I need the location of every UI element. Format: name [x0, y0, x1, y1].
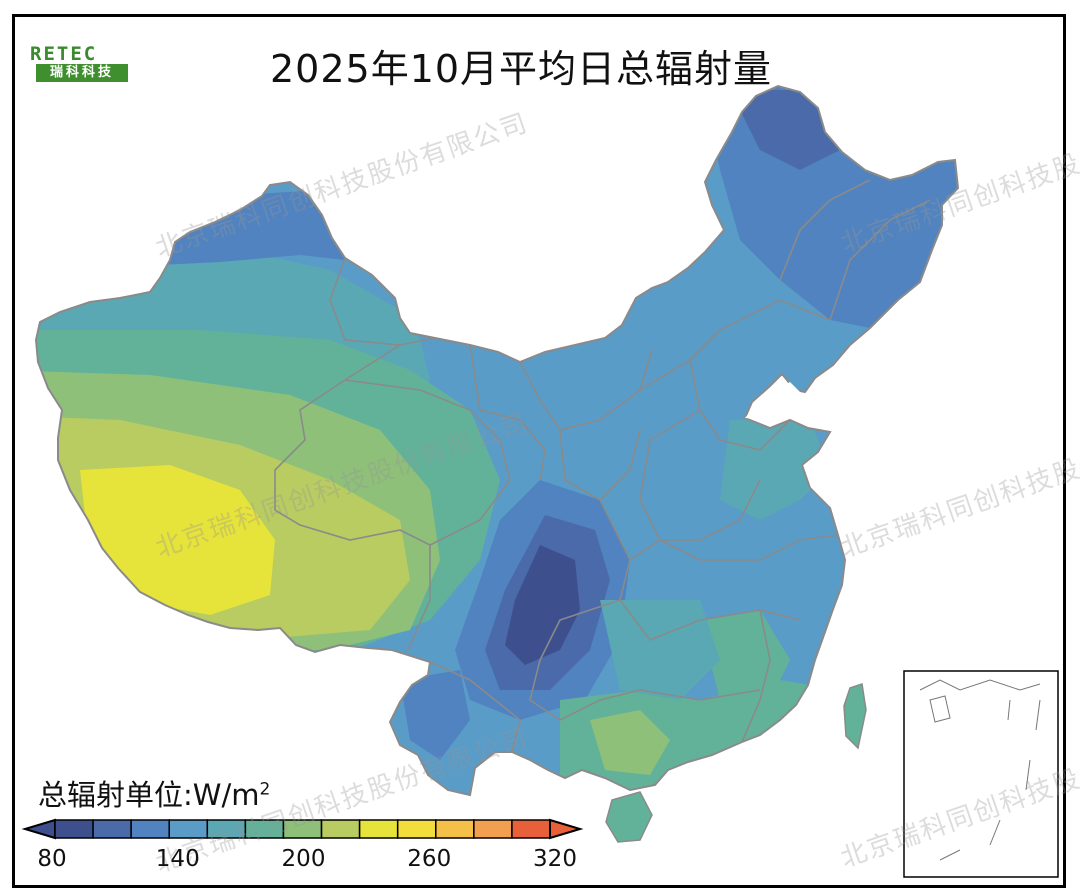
- map-title: 2025年10月平均日总辐射量: [270, 47, 773, 91]
- company-logo: RETEC 瑞科科技: [30, 44, 128, 84]
- colorbar-segment: [511, 819, 551, 839]
- legend-tick-label: 140: [155, 846, 200, 872]
- colorbar-segment: [130, 819, 170, 839]
- colorbar-segment: [92, 819, 132, 839]
- legend-tick-label: 200: [281, 846, 326, 872]
- colorbar-segment: [358, 819, 399, 839]
- colorbar-segment: [206, 819, 247, 839]
- legend-unit-label: 总辐射单位:W/m2: [38, 772, 270, 814]
- colorbar-segment: [435, 819, 475, 839]
- logo-wordmark: RETEC: [30, 43, 98, 65]
- legend-colorbar: [21, 818, 584, 840]
- colorbar-segment: [282, 819, 323, 839]
- legend-tick-label: 260: [407, 846, 452, 872]
- logo-chinese-name: 瑞科科技: [36, 64, 128, 82]
- colorbar-min-arrow: [21, 818, 56, 840]
- legend-tick-label: 320: [533, 846, 577, 872]
- legend-tick-label: 80: [37, 846, 67, 872]
- colorbar-segment: [396, 819, 437, 839]
- province-boundaries: [274, 179, 931, 753]
- colorbar-segment: [168, 819, 209, 839]
- south-china-sea-inset: [903, 670, 1059, 878]
- legend-unit-text: 总辐射单位:W/m: [38, 778, 260, 812]
- legend-unit-superscript: 2: [259, 779, 271, 800]
- colorbar-segment: [320, 819, 361, 839]
- colorbar-max-arrow: [549, 818, 584, 840]
- colorbar-segment: [473, 819, 513, 839]
- colorbar-segment: [244, 819, 285, 839]
- colorbar-segment: [54, 819, 94, 839]
